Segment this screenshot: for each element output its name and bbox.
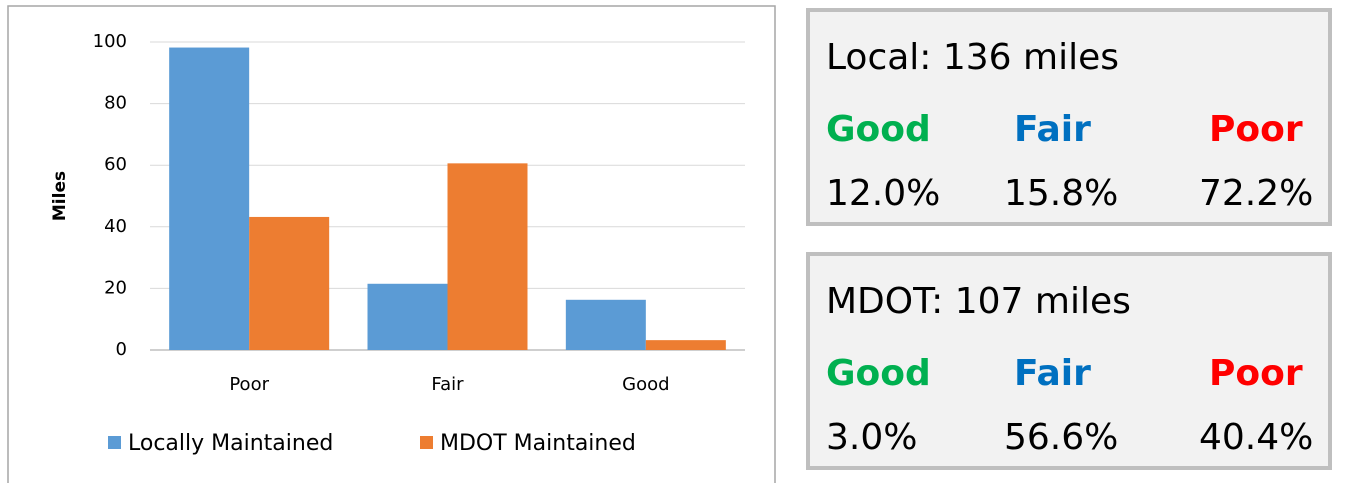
y-axis-label: Miles bbox=[50, 171, 70, 221]
y-tick-label: 20 bbox=[104, 277, 127, 298]
y-tick-label: 60 bbox=[104, 154, 127, 175]
bar bbox=[447, 163, 528, 350]
x-tick-label: Good bbox=[622, 374, 669, 395]
bar bbox=[565, 299, 646, 350]
panel-header: Poor bbox=[1209, 353, 1303, 394]
panel-header: Fair bbox=[1014, 109, 1091, 150]
panel: Local: 136 miles Good Fair Poor 12.0% 15.8% 72… bbox=[806, 8, 1332, 226]
bar bbox=[367, 283, 448, 350]
panel-header: Good bbox=[826, 353, 931, 394]
chart: Miles 0 20 40 60 80 100 Poor Fair Good Locally Ma… bbox=[7, 5, 776, 483]
panel-value: 72.2% bbox=[1199, 173, 1314, 214]
panel-header: Fair bbox=[1014, 353, 1091, 394]
bar bbox=[645, 340, 726, 350]
panel-header: Poor bbox=[1209, 109, 1303, 150]
panel: MDOT: 107 miles Good Fair Poor 3.0% 56.6% 40.4… bbox=[806, 252, 1332, 470]
panel-value: 3.0% bbox=[826, 417, 918, 458]
legend-swatch bbox=[108, 436, 121, 449]
bar bbox=[169, 47, 250, 350]
panel-value: 40.4% bbox=[1199, 417, 1314, 458]
y-tick-label: 40 bbox=[104, 216, 127, 237]
chart-frame bbox=[7, 5, 776, 483]
panel-value: 56.6% bbox=[1004, 417, 1119, 458]
y-tick-label: 80 bbox=[104, 93, 127, 114]
y-tick-label: 100 bbox=[93, 31, 127, 52]
legend-label: MDOT Maintained bbox=[440, 431, 636, 456]
x-tick-label: Poor bbox=[229, 374, 269, 395]
panel-title: Local: 136 miles bbox=[826, 37, 1120, 78]
y-tick-label: 0 bbox=[116, 339, 127, 360]
panel-header: Good bbox=[826, 109, 931, 150]
legend-label: Locally Maintained bbox=[128, 431, 333, 456]
bar bbox=[249, 216, 330, 350]
x-tick-label: Fair bbox=[431, 374, 464, 395]
panel-value: 12.0% bbox=[826, 173, 941, 214]
panel-value: 15.8% bbox=[1004, 173, 1119, 214]
legend-swatch bbox=[420, 436, 433, 449]
panel-title: MDOT: 107 miles bbox=[826, 281, 1131, 322]
